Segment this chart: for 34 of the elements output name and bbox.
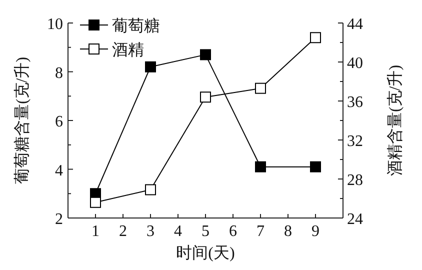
x-tick-label: 3 (146, 223, 154, 240)
x-tick-label: 6 (229, 223, 237, 240)
point (200, 92, 211, 103)
point (90, 196, 101, 208)
y2-tick-label: 40 (347, 55, 363, 72)
point (310, 161, 321, 172)
legend-label: 葡萄糖 (112, 17, 160, 35)
y2-tick-label: 44 (347, 16, 363, 33)
y2-tick-label: 28 (347, 172, 363, 189)
x-tick-label: 1 (92, 223, 100, 240)
y2-axis-title: 酒精含量(克/升) (386, 64, 404, 176)
point (255, 82, 266, 94)
x-tick-label: 7 (256, 223, 264, 240)
y-tick-label: 10 (47, 16, 63, 33)
legend-label: 酒精 (112, 41, 144, 59)
x-tick-label: 9 (312, 223, 320, 240)
point (145, 184, 156, 196)
x-tick-label: 2 (119, 223, 127, 240)
y-axis-title: 葡萄糖含量(克/升) (13, 56, 31, 184)
y-tick-label: 2 (55, 211, 63, 228)
point (200, 49, 211, 60)
x-axis-title: 时间(天) (176, 244, 235, 262)
y2-tick-label: 24 (347, 211, 363, 228)
point (310, 32, 321, 44)
x-tick-label: 8 (284, 223, 292, 240)
y-tick-label: 4 (55, 162, 63, 180)
y-tick-label: 8 (55, 64, 63, 82)
point (145, 61, 156, 72)
point (255, 161, 266, 172)
x-tick-label: 4 (174, 223, 182, 240)
y2-tick-label: 32 (347, 133, 363, 150)
x-tick-label: 5 (202, 223, 210, 240)
y-tick-label: 6 (55, 114, 63, 130)
y2-tick-label: 36 (347, 94, 363, 111)
